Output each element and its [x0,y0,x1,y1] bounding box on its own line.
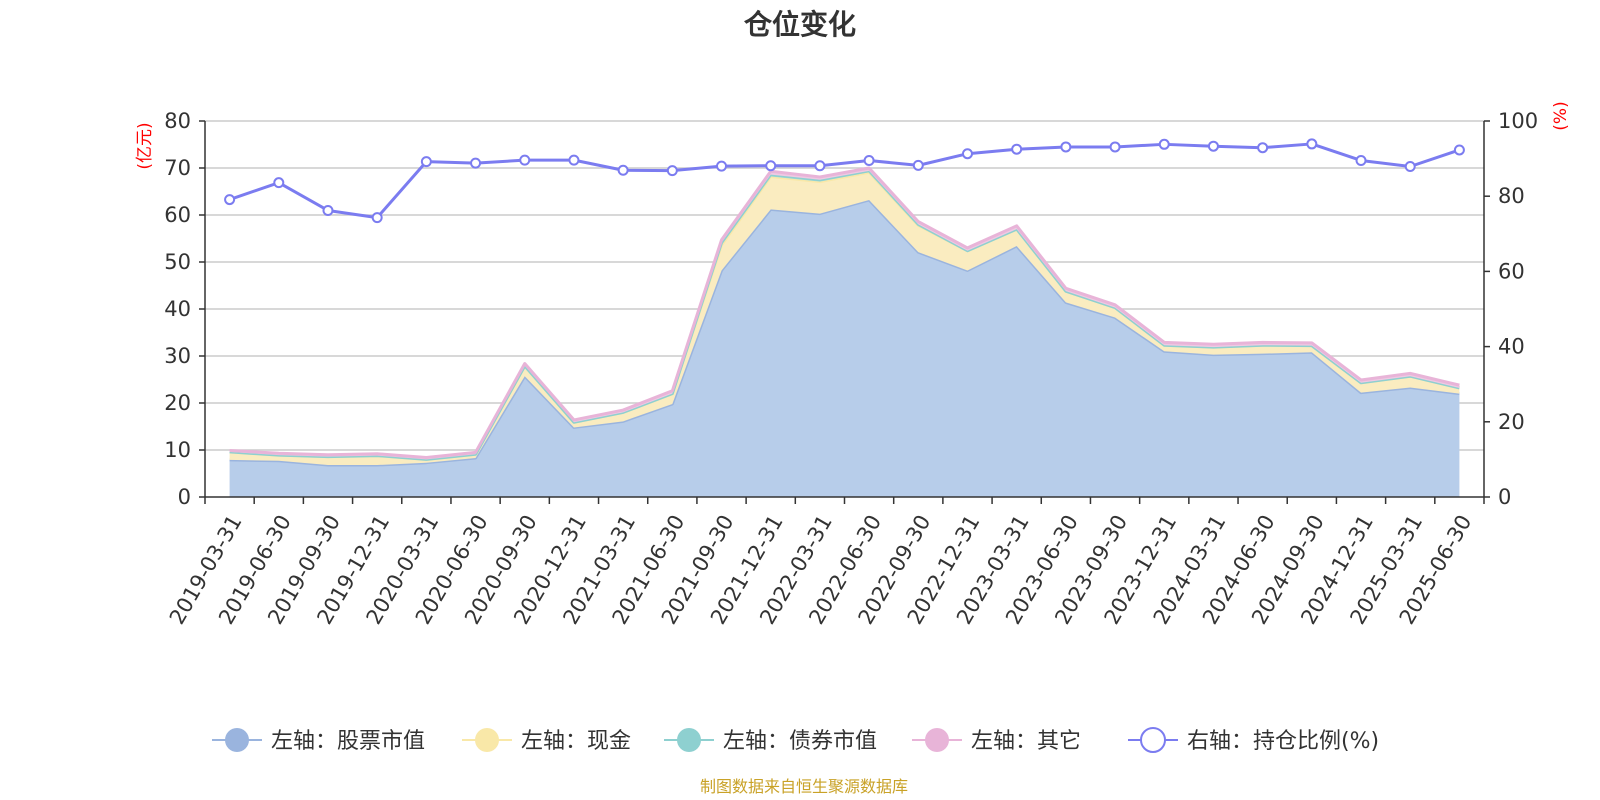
ratio-point [371,212,383,224]
ratio-point [470,157,482,169]
right-tick-label: 40 [1498,335,1525,359]
legend[interactable]: 左轴：股票市值 左轴：现金 左轴：债券市值 左轴：其它 右轴：持仓比例(%) [212,727,1379,754]
legend-item[interactable]: 左轴：现金 [462,728,631,754]
ratio-point [1011,143,1023,155]
left-tick-label: 0 [178,485,191,509]
ratio-point [1306,138,1318,150]
axes [199,120,1490,504]
left-tick-label: 30 [164,344,191,368]
right-axis-unit: (%) [1551,101,1571,130]
legend-marker [677,728,701,752]
ratio-point [617,164,629,176]
ratio-point [765,160,777,172]
legend-label: 右轴：持仓比例(%) [1187,729,1379,754]
ratio-point [1109,141,1121,153]
legend-label: 左轴：其它 [971,729,1081,754]
ratio-line [224,138,1465,224]
ratio-point [814,160,826,172]
ratio-point [1158,138,1170,150]
right-tick-label: 20 [1498,410,1525,434]
area-左轴：股票市值 [229,199,1460,497]
ratio-point [224,194,236,206]
ratio-point [420,156,432,168]
area-edge-左轴：其它 [229,166,1460,460]
source-note: 制图数据来自恒生聚源数据库 [700,777,908,796]
right-tick-label: 0 [1498,485,1511,509]
ratio-point [1207,140,1219,152]
left-axis-unit: (亿元) [135,122,155,169]
legend-marker [1140,727,1166,753]
ratio-point [1355,154,1367,166]
legend-label: 左轴：现金 [521,729,631,754]
left-tick-label: 20 [164,391,191,415]
ratio-point [1453,144,1465,156]
ratio-polyline [229,142,1460,220]
right-tick-label: 80 [1498,184,1525,208]
legend-marker [475,728,499,752]
ratio-point [568,154,580,166]
left-tick-label: 80 [164,109,191,133]
right-tick-label: 60 [1498,259,1525,283]
ratio-point [519,154,531,166]
left-tick-label: 40 [164,297,191,321]
ratio-point [716,160,728,172]
ratio-point [1404,160,1416,172]
ratio-point [863,154,875,166]
ratio-point [1257,142,1269,154]
chart-title: 仓位变化 [744,8,856,41]
legend-label: 左轴：股票市值 [271,729,425,754]
ratio-point [1060,141,1072,153]
legend-marker [225,728,249,752]
legend-item[interactable]: 左轴：其它 [912,728,1081,754]
ratio-point [961,148,973,160]
legend-item[interactable]: 左轴：债券市值 [664,728,877,754]
left-tick-label: 70 [164,156,191,180]
legend-label: 左轴：债券市值 [723,729,877,754]
ratio-point [912,159,924,171]
stacked-areas [229,166,1460,497]
legend-item[interactable]: 右轴：持仓比例(%) [1128,727,1379,754]
left-tick-label: 50 [164,250,191,274]
ratio-point [273,177,285,189]
legend-marker [925,728,949,752]
ratio-point [322,204,334,216]
ratio-point [666,165,678,177]
right-tick-label: 100 [1498,109,1538,133]
legend-item[interactable]: 左轴：股票市值 [212,728,425,754]
left-tick-label: 60 [164,203,191,227]
left-tick-label: 10 [164,438,191,462]
